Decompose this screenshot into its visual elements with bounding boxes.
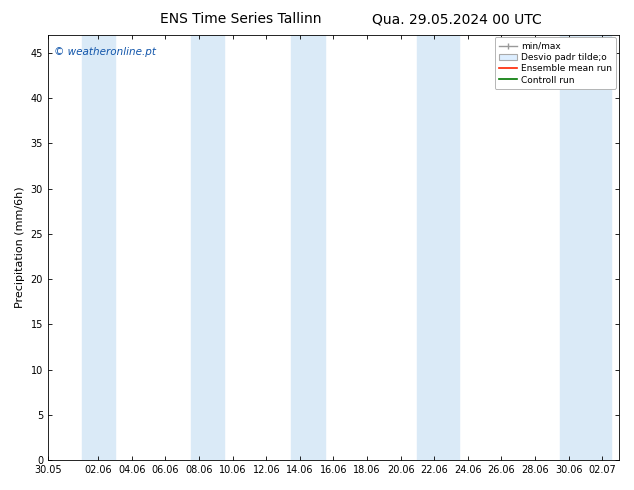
Text: ENS Time Series Tallinn: ENS Time Series Tallinn <box>160 12 321 26</box>
Text: © weatheronline.pt: © weatheronline.pt <box>54 48 155 57</box>
Legend: min/max, Desvio padr tilde;o, Ensemble mean run, Controll run: min/max, Desvio padr tilde;o, Ensemble m… <box>495 37 616 89</box>
Bar <box>560 35 611 460</box>
Bar <box>191 35 224 460</box>
Bar <box>417 35 460 460</box>
Bar <box>82 35 115 460</box>
Bar <box>292 35 325 460</box>
Text: Qua. 29.05.2024 00 UTC: Qua. 29.05.2024 00 UTC <box>372 12 541 26</box>
Y-axis label: Precipitation (mm/6h): Precipitation (mm/6h) <box>15 187 25 308</box>
